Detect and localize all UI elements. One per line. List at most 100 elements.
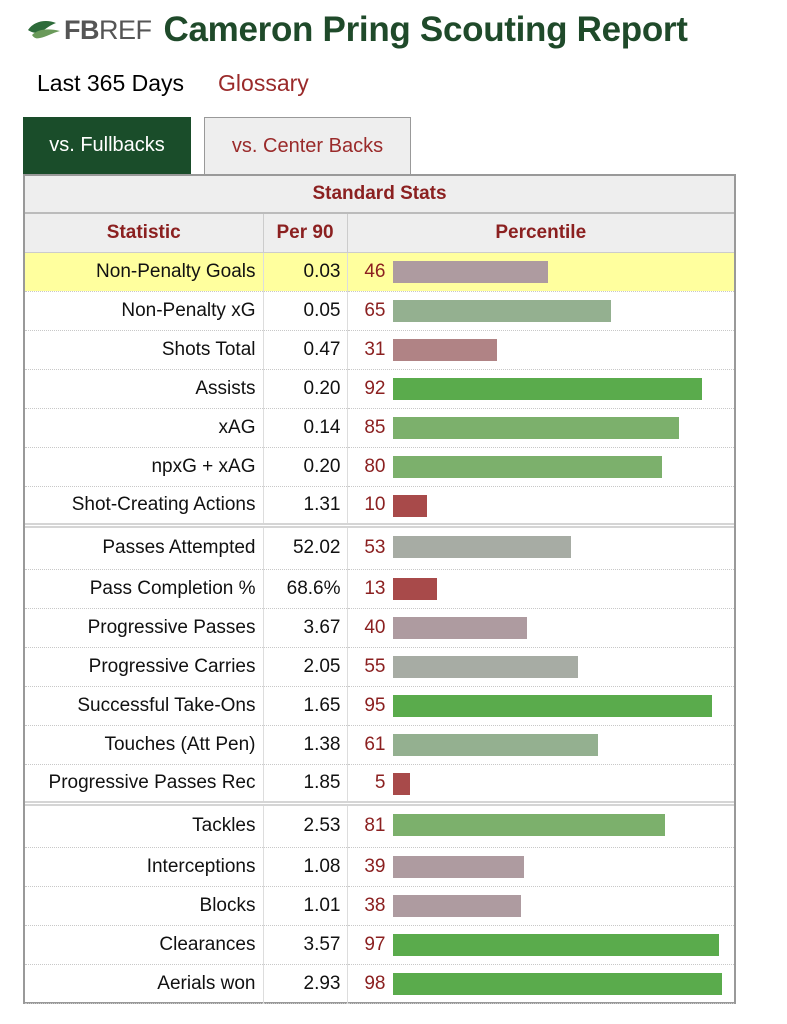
table-row: Non-Penalty xG 0.05 65 xyxy=(25,291,734,331)
per90-value: 1.01 xyxy=(263,886,348,926)
percentile-value: 5 xyxy=(374,771,386,793)
percentile-value: 85 xyxy=(364,416,386,438)
table-row: Assists 0.20 92 xyxy=(25,369,734,409)
per90-value: 0.03 xyxy=(263,252,348,292)
logo-text: FBREF xyxy=(64,14,152,45)
per90-value: 0.20 xyxy=(263,447,348,487)
column-header-percentile: Percentile xyxy=(347,214,734,253)
table-row: Successful Take-Ons 1.65 95 xyxy=(25,686,734,726)
percentile-cell: 81 xyxy=(347,800,734,848)
percentile-bar xyxy=(392,855,524,878)
fbref-logo[interactable]: FBREF xyxy=(26,10,152,50)
percentile-value: 53 xyxy=(364,537,386,558)
percentile-cell: 40 xyxy=(347,608,734,648)
table-body: Non-Penalty Goals 0.03 46 Non-Penalty xG 0.0… xyxy=(25,252,734,1004)
per90-value: 0.14 xyxy=(263,408,348,448)
comparison-tabs: vs. Fullbacks vs. Center Backs xyxy=(23,117,411,174)
stat-name: Non-Penalty xG xyxy=(25,291,264,331)
percentile-cell: 95 xyxy=(347,686,734,726)
percentile-cell: 55 xyxy=(347,647,734,687)
table-row: Tackles 2.53 81 xyxy=(25,800,734,848)
percentile-value: 13 xyxy=(364,577,386,599)
table-row: xAG 0.14 85 xyxy=(25,408,734,448)
stats-table: Statistic Per 90 Percentile Non-Penalty … xyxy=(25,214,734,1004)
standard-stats-card: Standard Stats Statistic Per 90 Percenti… xyxy=(23,174,736,1004)
percentile-value: 10 xyxy=(364,493,386,515)
stat-name: Tackles xyxy=(25,800,264,848)
per90-value: 1.85 xyxy=(263,764,348,804)
per90-value: 1.31 xyxy=(263,486,348,526)
percentile-bar xyxy=(392,972,722,995)
percentile-value: 55 xyxy=(364,655,386,677)
table-row: Clearances 3.57 97 xyxy=(25,925,734,965)
stat-name: Aerials won xyxy=(25,964,264,1004)
percentile-value: 95 xyxy=(364,694,386,716)
stat-name: npxG + xAG xyxy=(25,447,264,487)
stat-name: Blocks xyxy=(25,886,264,926)
percentile-cell: 53 xyxy=(347,522,734,570)
table-row: Aerials won 2.93 98 xyxy=(25,964,734,1004)
stat-name: Assists xyxy=(25,369,264,409)
table-row: Shot-Creating Actions 1.31 10 xyxy=(25,486,734,526)
percentile-value: 39 xyxy=(364,855,386,877)
percentile-bar xyxy=(392,577,437,600)
percentile-bar xyxy=(392,694,712,717)
per90-value: 3.67 xyxy=(263,608,348,648)
per90-value: 68.6% xyxy=(263,569,348,609)
page-header: FBREF Cameron Pring Scouting Report xyxy=(26,8,688,52)
table-row: Touches (Att Pen) 1.38 61 xyxy=(25,725,734,765)
stat-name: Shots Total xyxy=(25,330,264,370)
glossary-link[interactable]: Glossary xyxy=(218,70,309,96)
percentile-cell: 38 xyxy=(347,886,734,926)
percentile-value: 97 xyxy=(364,933,386,955)
percentile-value: 98 xyxy=(364,972,386,994)
percentile-bar xyxy=(392,772,410,795)
stat-name: Progressive Passes xyxy=(25,608,264,648)
percentile-bar xyxy=(392,535,571,558)
percentile-value: 46 xyxy=(364,260,386,282)
percentile-bar xyxy=(392,733,598,756)
percentile-bar xyxy=(392,616,527,639)
percentile-cell: 98 xyxy=(347,964,734,1004)
table-row: Blocks 1.01 38 xyxy=(25,886,734,926)
per90-value: 0.20 xyxy=(263,369,348,409)
per90-value: 1.38 xyxy=(263,725,348,765)
percentile-bar xyxy=(392,260,548,283)
table-row: Interceptions 1.08 39 xyxy=(25,847,734,887)
percentile-cell: 97 xyxy=(347,925,734,965)
tab-vs-fullbacks[interactable]: vs. Fullbacks xyxy=(23,117,191,174)
tab-vs-center-backs[interactable]: vs. Center Backs xyxy=(204,117,411,174)
stat-name: Progressive Carries xyxy=(25,647,264,687)
per90-value: 0.47 xyxy=(263,330,348,370)
percentile-value: 92 xyxy=(364,377,386,399)
table-row: npxG + xAG 0.20 80 xyxy=(25,447,734,487)
stat-name: Touches (Att Pen) xyxy=(25,725,264,765)
column-header-statistic: Statistic xyxy=(25,214,264,253)
percentile-value: 38 xyxy=(364,894,386,916)
table-row: Progressive Carries 2.05 55 xyxy=(25,647,734,687)
percentile-cell: 80 xyxy=(347,447,734,487)
stat-name: Passes Attempted xyxy=(25,522,264,570)
percentile-bar xyxy=(392,377,702,400)
percentile-value: 65 xyxy=(364,299,386,321)
percentile-bar xyxy=(392,494,427,517)
stat-name: Progressive Passes Rec xyxy=(25,764,264,804)
percentile-bar xyxy=(392,813,665,836)
percentile-value: 31 xyxy=(364,338,386,360)
stat-name: Pass Completion % xyxy=(25,569,264,609)
percentile-value: 40 xyxy=(364,616,386,638)
per90-value: 2.53 xyxy=(263,800,348,848)
stat-name: Interceptions xyxy=(25,847,264,887)
percentile-cell: 10 xyxy=(347,486,734,526)
card-title: Standard Stats xyxy=(25,176,734,214)
percentile-bar xyxy=(392,894,521,917)
table-row: Pass Completion % 68.6% 13 xyxy=(25,569,734,609)
stat-name: xAG xyxy=(25,408,264,448)
percentile-cell: 65 xyxy=(347,291,734,331)
percentile-cell: 61 xyxy=(347,725,734,765)
stat-name: Clearances xyxy=(25,925,264,965)
percentile-value: 81 xyxy=(364,815,386,836)
percentile-bar xyxy=(392,338,497,361)
per90-value: 52.02 xyxy=(263,522,348,570)
per90-value: 1.08 xyxy=(263,847,348,887)
